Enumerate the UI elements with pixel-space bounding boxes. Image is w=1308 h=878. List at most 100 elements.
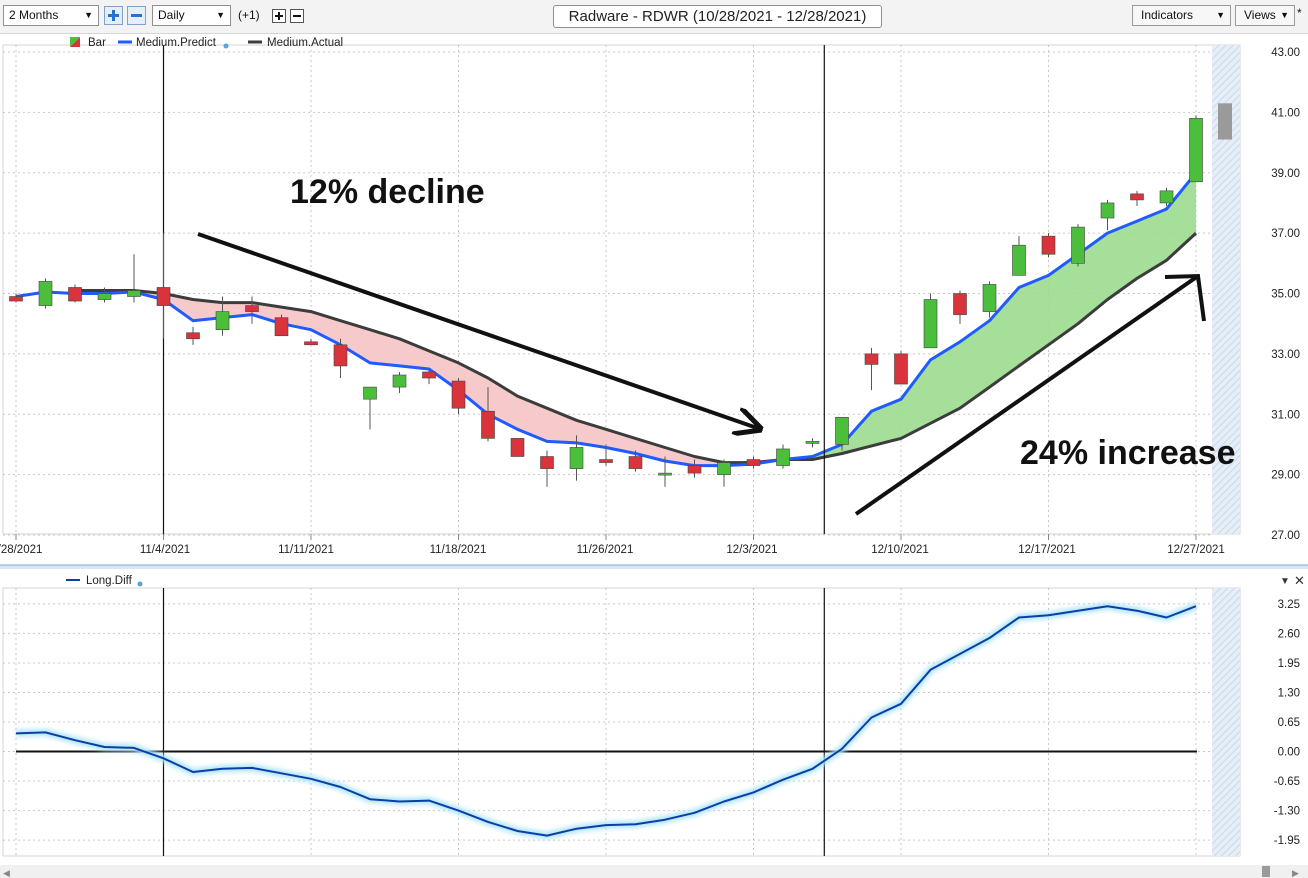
band-segment (399, 338, 429, 369)
candle-down (451, 380, 466, 409)
legend-bar-label: Bar (88, 37, 106, 49)
candle-up (1100, 202, 1115, 219)
zoom-out-button[interactable] (127, 6, 146, 25)
annotations: 12% decline 24% increase (197, 173, 1236, 516)
toolbar: 2 Months ▼ Daily ▼ (+1) Radware - RDWR (… (0, 0, 1308, 34)
candle-up (97, 293, 112, 300)
views-button[interactable]: Views ▼ (1235, 5, 1295, 26)
offset-increase-button[interactable] (272, 9, 286, 23)
candle-down (510, 438, 525, 457)
horizontal-scrollbar[interactable]: ◀ ▶ (0, 865, 1308, 878)
diff-series-line (15, 605, 1197, 837)
candle-down (864, 353, 879, 365)
info-dot-icon[interactable] (223, 43, 229, 49)
band-segment (1078, 233, 1108, 324)
candle-up (805, 441, 820, 444)
forecast-bar (1218, 103, 1232, 140)
candle-up (1071, 226, 1085, 264)
candle-down (422, 371, 436, 379)
chart-area[interactable]: 43.00 41.00 39.00 37.00 35.00 33.00 31.00 29.00… (0, 33, 1308, 878)
diff-tick-label: 0.00 (1278, 747, 1300, 759)
close-icon[interactable]: ✕ (1294, 573, 1305, 588)
price-tick-label: 37.00 (1271, 228, 1300, 240)
candle-up (215, 311, 230, 331)
price-tick-label: 43.00 (1271, 47, 1300, 59)
band-segment (1137, 208, 1167, 279)
scroll-right-icon[interactable]: ▶ (1292, 868, 1299, 878)
band-segment (252, 302, 282, 324)
info-dot-icon[interactable] (137, 581, 143, 587)
scroll-left-icon[interactable]: ◀ (3, 868, 10, 878)
views-star-label: * (1297, 6, 1302, 20)
band-segment (960, 320, 990, 409)
band-segment (370, 329, 400, 366)
offset-decrease-button[interactable] (290, 9, 304, 23)
band-segment (1019, 275, 1049, 366)
candle-down (245, 305, 259, 312)
offset-label: (+1) (238, 8, 260, 22)
decline-annotation: 12% decline (290, 173, 485, 211)
zoom-in-button[interactable] (104, 6, 123, 25)
band-segment (606, 429, 636, 454)
band-segment (517, 396, 547, 442)
candle-up (717, 462, 731, 475)
candle-down (746, 459, 761, 466)
candle-down (894, 353, 908, 385)
period-select[interactable]: 2 Months ▼ (3, 5, 99, 26)
vertical-markers-lower (162, 588, 825, 856)
candle-down (304, 341, 318, 346)
date-tick-label: 11/26/2021 (577, 544, 634, 556)
candle-up (658, 472, 672, 476)
candle-down (599, 459, 613, 463)
price-tick-label: 39.00 (1271, 168, 1300, 180)
candle-up (392, 374, 407, 388)
band-segment (193, 299, 223, 321)
date-tick-label: 12/27/2021 (1167, 544, 1225, 556)
candle-up (569, 447, 584, 469)
band-segment (547, 408, 577, 443)
chevron-down-icon: ▼ (1216, 10, 1225, 20)
band-segment (871, 399, 901, 446)
diff-tick-label: 1.30 (1278, 687, 1300, 699)
scrollbar-track[interactable] (0, 865, 1308, 878)
candle-down (156, 287, 171, 306)
price-axis: 43.00 41.00 39.00 37.00 35.00 33.00 31.00 29.00… (1271, 47, 1300, 542)
date-tick-label: 12/3/2021 (726, 544, 777, 556)
indicators-button[interactable]: Indicators ▼ (1132, 5, 1231, 26)
increase-arrowhead (1164, 273, 1206, 322)
diff-tick-label: 3.25 (1278, 599, 1300, 611)
pane-splitter[interactable] (0, 565, 1308, 569)
forecast-zone-lower (1212, 588, 1240, 856)
candle-down (481, 410, 495, 439)
pane-collapse-icon[interactable]: ▼ (1280, 576, 1290, 587)
band-segment (576, 420, 606, 448)
diff-tick-label: 1.95 (1278, 658, 1300, 670)
candle-down (628, 456, 643, 469)
price-tick-label: 33.00 (1271, 349, 1300, 361)
band-fills (75, 172, 1196, 466)
chart-title: Radware - RDWR (10/28/2021 - 12/28/2021) (553, 5, 882, 28)
diff-tick-label: -1.30 (1274, 806, 1300, 818)
chevron-down-icon: ▼ (1280, 10, 1289, 20)
candle-down (687, 465, 702, 474)
candlesticks (9, 103, 1232, 487)
candle-down (1041, 235, 1056, 255)
candle-down (333, 344, 348, 367)
band-segment (930, 341, 960, 424)
candle-up (923, 299, 938, 349)
legend-diff-label: Long.Diff (86, 575, 133, 587)
views-button-label: Views (1244, 8, 1276, 22)
scrollbar-thumb[interactable] (1262, 866, 1270, 877)
interval-select[interactable]: Daily ▼ (152, 5, 231, 26)
candle-up (1159, 190, 1174, 204)
candle-up (1189, 118, 1203, 183)
candle-down (953, 293, 967, 315)
price-pane[interactable]: 43.00 41.00 39.00 37.00 35.00 33.00 31.00 29.00… (0, 44, 1300, 556)
diff-pane[interactable]: 3.252.601.951.300.650.00-0.65-1.30-1.95 … (2, 573, 1305, 857)
diff-tick-label: 0.65 (1278, 717, 1300, 729)
date-tick-label: /28/2021 (0, 544, 42, 556)
candle-down (274, 317, 289, 337)
band-segment (1107, 221, 1137, 300)
legend-predict-label: Medium.Predict (136, 37, 217, 49)
band-segment (901, 359, 931, 439)
